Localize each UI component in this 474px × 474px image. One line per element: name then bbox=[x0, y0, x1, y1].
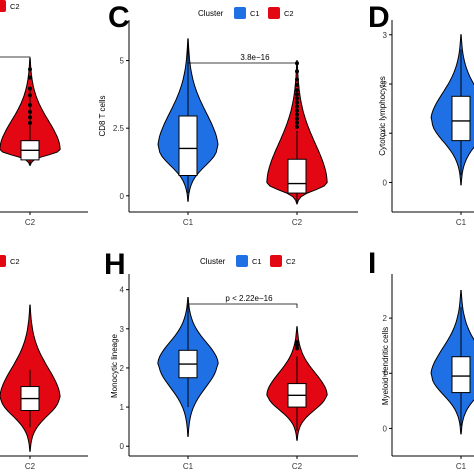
outlier-point bbox=[295, 100, 299, 105]
legend-label: C2 bbox=[284, 9, 294, 18]
chart-panel-4: C2 C2 bbox=[0, 255, 88, 471]
y-tick-label: 5 bbox=[120, 57, 125, 66]
y-tick-label: 2 bbox=[383, 314, 388, 323]
outlier-point bbox=[28, 93, 32, 98]
legend-title: Cluster bbox=[200, 257, 226, 266]
outlier-point bbox=[295, 124, 299, 129]
y-tick-label: 0 bbox=[120, 192, 125, 201]
x-tick-label: C2 bbox=[292, 462, 303, 471]
y-axis-label: Cytotoxic lymphocytes bbox=[378, 76, 387, 156]
panel-letter: C bbox=[108, 1, 130, 34]
legend-swatch bbox=[0, 0, 6, 12]
p-value-label: p < 2.22e−16 bbox=[225, 294, 273, 303]
y-tick-label: 0 bbox=[383, 424, 388, 433]
legend-label: C2 bbox=[10, 2, 20, 11]
outlier-point bbox=[28, 120, 32, 125]
outlier-point bbox=[28, 67, 32, 72]
legend-label: C1 bbox=[250, 9, 260, 18]
outlier-point bbox=[295, 77, 299, 82]
y-axis-label: CD8 T cells bbox=[98, 95, 107, 136]
y-tick-label: 1 bbox=[383, 369, 388, 378]
y-tick-label: 3 bbox=[120, 325, 125, 334]
legend-swatch bbox=[270, 255, 282, 267]
panel-letter: H bbox=[104, 248, 126, 281]
outlier-point bbox=[295, 346, 299, 351]
outlier-point bbox=[295, 116, 299, 121]
legend: C2 bbox=[0, 0, 20, 12]
legend-label: C2 bbox=[286, 257, 296, 266]
y-tick-label: 1 bbox=[383, 129, 388, 138]
significance-bracket bbox=[0, 56, 31, 61]
outlier-point bbox=[295, 120, 299, 125]
panel-letter: D bbox=[368, 1, 390, 34]
significance-bracket bbox=[187, 303, 298, 308]
y-axis-label: Myeloid dendritic cells bbox=[381, 327, 390, 405]
x-tick-label: C1 bbox=[183, 218, 194, 227]
y-tick-label: 3 bbox=[383, 31, 388, 40]
legend-title: Cluster bbox=[198, 9, 224, 18]
chart-panel-1: C2 C2 bbox=[0, 0, 88, 227]
box-c1 bbox=[178, 115, 198, 176]
significance-bracket bbox=[187, 62, 298, 67]
legend-label: C2 bbox=[10, 257, 20, 266]
y-tick-label: 2.5 bbox=[113, 124, 125, 133]
y-axis-label: Monocytic lineage bbox=[110, 333, 119, 398]
outlier-point bbox=[295, 340, 299, 345]
outlier-point bbox=[28, 75, 32, 80]
outlier-point bbox=[295, 343, 299, 348]
x-tick-label: C1 bbox=[183, 462, 194, 471]
chart-panel-2: 0 2.5 5 C1 C2 CD8 T cells C 3.8e−16 Cluster C1 C2 bbox=[98, 1, 358, 227]
outlier-point bbox=[28, 103, 32, 108]
legend: Cluster C1 C2 bbox=[198, 7, 294, 19]
y-tick-label: 2 bbox=[383, 80, 388, 89]
legend-swatch bbox=[234, 7, 246, 19]
x-tick-label: C2 bbox=[25, 218, 36, 227]
outlier-point bbox=[28, 115, 32, 120]
y-tick-label: 0 bbox=[383, 178, 388, 187]
x-tick-label: C2 bbox=[25, 462, 36, 471]
outlier-point bbox=[295, 69, 299, 74]
box-c1 bbox=[451, 95, 471, 142]
legend-swatch bbox=[268, 7, 280, 19]
box-c1 bbox=[451, 356, 471, 394]
chart-panel-6: 0 1 2 C1 Myeloid dendritic cells I bbox=[368, 247, 474, 471]
outlier-point bbox=[295, 104, 299, 109]
x-tick-label: C1 bbox=[456, 218, 467, 227]
panel-letter: I bbox=[368, 247, 376, 280]
outlier-point bbox=[295, 82, 299, 87]
y-tick-label: 0 bbox=[120, 442, 125, 451]
outlier-point bbox=[295, 96, 299, 101]
legend: Cluster C1 C2 bbox=[200, 255, 296, 267]
legend-swatch bbox=[0, 255, 6, 267]
legend: C2 bbox=[0, 255, 20, 267]
box-c2 bbox=[287, 158, 307, 194]
outlier-point bbox=[295, 108, 299, 113]
outlier-point bbox=[295, 92, 299, 97]
chart-panel-3: 0 1 2 3 C1 Cytotoxic lymphocytes D bbox=[368, 1, 474, 227]
outlier-point bbox=[295, 112, 299, 117]
outlier-point bbox=[295, 88, 299, 93]
outlier-point bbox=[28, 109, 32, 114]
x-tick-label: C1 bbox=[456, 462, 467, 471]
y-tick-label: 2 bbox=[120, 364, 125, 373]
y-tick-label: 1 bbox=[120, 403, 125, 412]
legend-label: C1 bbox=[252, 257, 262, 266]
p-value-label: 3.8e−16 bbox=[240, 53, 270, 62]
x-tick-label: C2 bbox=[292, 218, 303, 227]
legend-swatch bbox=[236, 255, 248, 267]
y-tick-label: 4 bbox=[120, 286, 125, 295]
outlier-point bbox=[28, 86, 32, 91]
chart-panel-5: 0 1 2 3 4 C1 C2 Monocytic lineage Hp < 2.22e−16 C… bbox=[104, 248, 358, 471]
